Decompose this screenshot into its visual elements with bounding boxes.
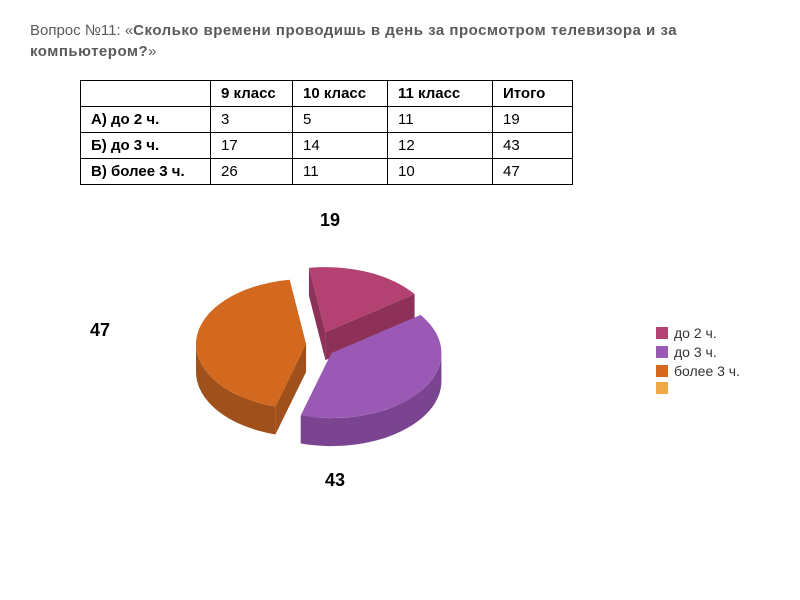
legend-swatch-icon	[656, 346, 668, 358]
legend-swatch-icon	[656, 365, 668, 377]
title-prefix: Вопрос №11: «	[30, 22, 133, 39]
legend-item	[656, 382, 740, 394]
col-blank	[81, 81, 211, 107]
row-label: В) более 3 ч.	[81, 159, 211, 185]
cell: 11	[293, 159, 388, 185]
legend-item: до 2 ч.	[656, 325, 740, 341]
table-row: В) более 3 ч. 26 11 10 47	[81, 159, 573, 185]
table-row: А) до 2 ч. 3 5 11 19	[81, 107, 573, 133]
col-9: 9 класс	[211, 81, 293, 107]
cell: 12	[388, 133, 493, 159]
col-11: 11 класс	[388, 81, 493, 107]
cell: 3	[211, 107, 293, 133]
cell: 17	[211, 133, 293, 159]
slice-label-43: 43	[325, 470, 345, 491]
legend-swatch-icon	[656, 327, 668, 339]
legend-item: более 3 ч.	[656, 363, 740, 379]
cell: 47	[493, 159, 573, 185]
legend-label: до 3 ч.	[674, 344, 717, 360]
legend: до 2 ч. до 3 ч. более 3 ч.	[656, 325, 740, 397]
survey-table: 9 класс 10 класс 11 класс Итого А) до 2 …	[80, 80, 573, 185]
legend-swatch-icon	[656, 382, 668, 394]
chart-area: 19 43 47 до 2 ч. до 3 ч. более 3 ч.	[30, 210, 770, 540]
cell: 19	[493, 107, 573, 133]
question-title: Вопрос №11: «Сколько времени проводишь в…	[30, 20, 770, 62]
cell: 11	[388, 107, 493, 133]
cell: 26	[211, 159, 293, 185]
title-suffix: »	[148, 43, 156, 60]
cell: 10	[388, 159, 493, 185]
pie-chart	[150, 230, 490, 495]
table-row: Б) до 3 ч. 17 14 12 43	[81, 133, 573, 159]
cell: 14	[293, 133, 388, 159]
cell: 43	[493, 133, 573, 159]
legend-label: до 2 ч.	[674, 325, 717, 341]
slice-label-47: 47	[90, 320, 110, 341]
legend-label: более 3 ч.	[674, 363, 740, 379]
col-total: Итого	[493, 81, 573, 107]
row-label: А) до 2 ч.	[81, 107, 211, 133]
legend-item: до 3 ч.	[656, 344, 740, 360]
table-header-row: 9 класс 10 класс 11 класс Итого	[81, 81, 573, 107]
row-label: Б) до 3 ч.	[81, 133, 211, 159]
cell: 5	[293, 107, 388, 133]
slice-label-19: 19	[320, 210, 340, 231]
col-10: 10 класс	[293, 81, 388, 107]
